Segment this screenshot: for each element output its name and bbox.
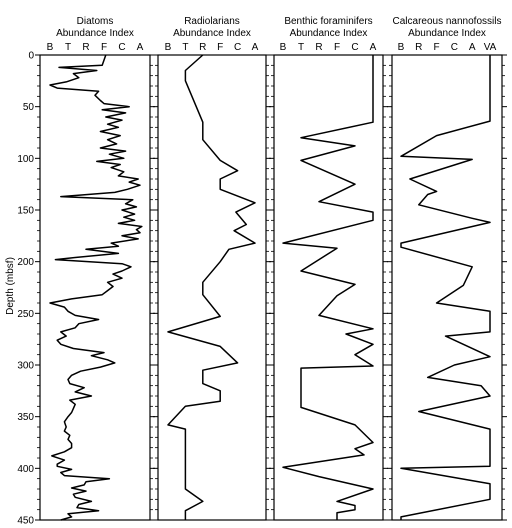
depth-tick-label: 150 — [17, 206, 34, 217]
panel-frame — [157, 54, 267, 521]
panel-title-line: Benthic foraminifers — [284, 16, 372, 27]
depth-tick-label: 200 — [17, 257, 34, 268]
depth-tick-label: 250 — [17, 309, 34, 320]
y-axis-title: Depth (mbsf) — [5, 257, 16, 315]
category-label: B — [165, 42, 172, 53]
panel-title-line: Abundance Index — [56, 28, 134, 39]
abundance-curve-benthic-foraminifers — [282, 55, 374, 520]
category-label: A — [137, 42, 144, 53]
depth-tick-label: 350 — [17, 412, 34, 423]
depth-axis: 0 50 100 150 200 250 300 350 400 450 — [17, 51, 34, 527]
panel-title-line: Abundance Index — [173, 28, 251, 39]
depth-tick-marks — [35, 54, 507, 521]
category-label: F — [434, 42, 440, 53]
category-label: T — [298, 42, 304, 53]
category-label: T — [182, 42, 188, 53]
category-label: B — [280, 42, 287, 53]
category-label: B — [47, 42, 54, 53]
category-label: B — [398, 42, 405, 53]
category-label: C — [351, 42, 358, 53]
panel-calcareous-nannofossils: Calcareous nannofossils Abundance Index … — [391, 16, 503, 521]
category-label: R — [415, 42, 422, 53]
category-label: C — [234, 42, 241, 53]
abundance-curve-diatoms — [49, 54, 143, 521]
category-label: F — [101, 42, 107, 53]
category-label: A — [370, 42, 377, 53]
category-label: R — [82, 42, 89, 53]
category-label: C — [118, 42, 125, 53]
panel-title-line: Radiolarians — [184, 16, 240, 27]
panel-title-line: Calcareous nannofossils — [393, 16, 502, 27]
category-label: R — [315, 42, 322, 53]
category-label: F — [334, 42, 340, 53]
abundance-curve-radiolarians — [167, 54, 256, 520]
panel-frame — [39, 54, 151, 521]
category-label: C — [451, 42, 458, 53]
panel-frame — [391, 54, 503, 521]
category-label: T — [65, 42, 71, 53]
category-label: A — [469, 42, 476, 53]
panel-title-line: Diatoms — [77, 16, 114, 27]
panel-radiolarians: Radiolarians Abundance Index B T R F C A — [157, 16, 267, 521]
depth-tick-label: 450 — [17, 516, 34, 527]
abundance-curve-calcareous-nannofossils — [400, 55, 491, 520]
depth-tick-label: 50 — [23, 102, 35, 113]
category-label: R — [199, 42, 206, 53]
panel-benthic-foraminifers: Benthic foraminifers Abundance Index B T… — [273, 16, 384, 521]
depth-tick-label: 100 — [17, 154, 34, 165]
depth-tick-label: 400 — [17, 464, 34, 475]
panel-diatoms: Diatoms Abundance Index B T R F C A — [39, 16, 151, 521]
category-label: F — [217, 42, 223, 53]
depth-tick-label: 300 — [17, 361, 34, 372]
depth-tick-label: 0 — [28, 51, 34, 62]
panel-title-line: Abundance Index — [408, 28, 486, 39]
panel-frame — [273, 54, 384, 521]
panel-title-line: Abundance Index — [290, 28, 368, 39]
category-label: VA — [484, 42, 497, 53]
category-label: A — [252, 42, 259, 53]
